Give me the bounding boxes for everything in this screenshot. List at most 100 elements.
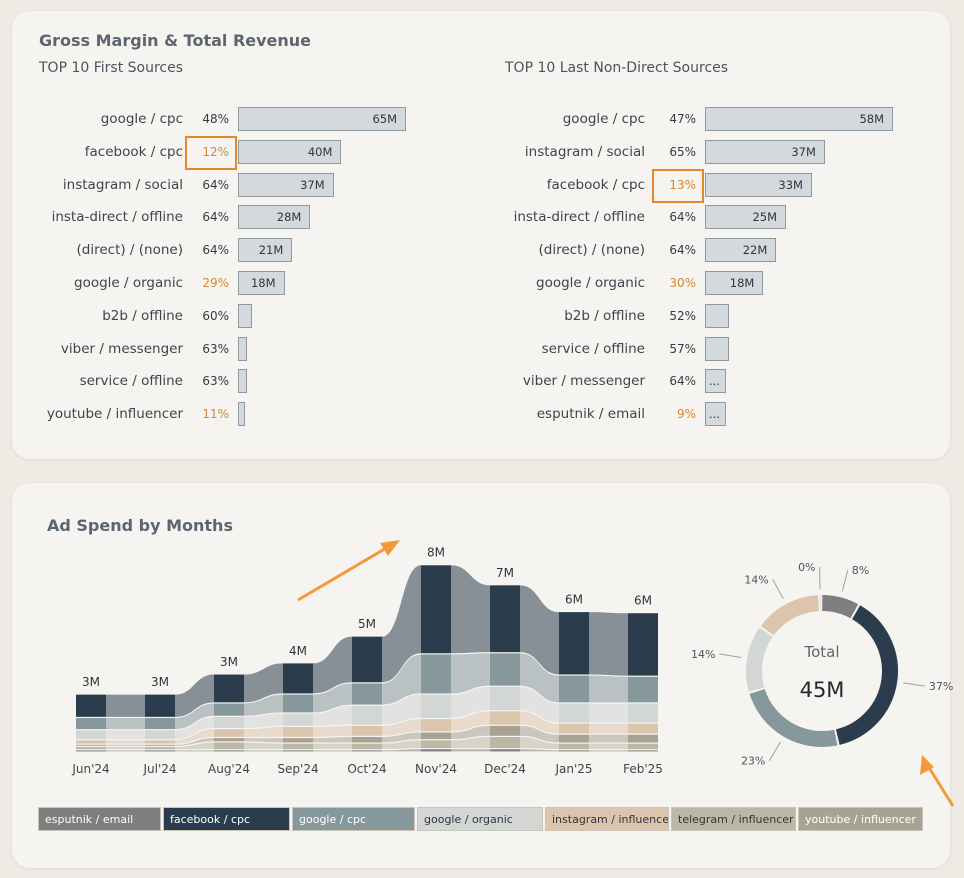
ribbon-segment[interactable] [145, 750, 175, 752]
revenue-bar[interactable] [238, 303, 253, 328]
revenue-bar[interactable]: 58M [705, 107, 893, 131]
legend-item[interactable]: youtube / influencer [798, 807, 923, 831]
legend-item[interactable]: esputnik / email [38, 807, 161, 831]
ribbon-segment[interactable] [214, 738, 244, 742]
ribbon-segment[interactable] [283, 663, 313, 694]
legend-item[interactable]: telegram / influencer [671, 807, 796, 831]
ribbon-segment[interactable] [628, 743, 658, 750]
ribbon-band [175, 674, 214, 717]
ribbon-segment[interactable] [559, 723, 589, 734]
ribbon-segment[interactable] [628, 750, 658, 752]
ribbon-segment[interactable] [145, 747, 175, 750]
ribbon-segment[interactable] [76, 750, 106, 752]
donut-slice[interactable] [749, 688, 838, 747]
ribbon-segment[interactable] [421, 719, 451, 732]
ribbon-segment[interactable] [490, 736, 520, 749]
ribbon-segment[interactable] [145, 694, 175, 717]
ribbon-segment[interactable] [490, 749, 520, 752]
revenue-bar[interactable]: 40M [238, 139, 342, 164]
donut-slice[interactable] [760, 595, 820, 636]
ribbon-segment[interactable] [628, 734, 658, 743]
revenue-bar[interactable]: 21M [238, 238, 293, 263]
ribbon-segment[interactable] [214, 742, 244, 750]
ribbon-segment[interactable] [352, 725, 382, 736]
revenue-bar[interactable]: 25M [705, 205, 787, 230]
ribbon-segment[interactable] [214, 674, 244, 703]
ribbon-segment[interactable] [283, 726, 313, 737]
revenue-bar[interactable]: 22M [705, 238, 777, 263]
ribbon-segment[interactable] [283, 713, 313, 726]
ribbon-segment[interactable] [352, 743, 382, 750]
legend-item[interactable]: google / organic [417, 807, 543, 831]
revenue-bar[interactable]: 18M [238, 271, 285, 295]
revenue-bar[interactable]: 65M [238, 107, 406, 131]
revenue-bar[interactable]: ... [705, 369, 727, 394]
legend-item[interactable]: google / cpc [292, 807, 415, 831]
ribbon-segment[interactable] [145, 740, 175, 744]
ribbon-segment[interactable] [76, 718, 106, 730]
ribbon-segment[interactable] [559, 703, 589, 723]
ribbon-segment[interactable] [421, 565, 451, 654]
ribbon-segment[interactable] [490, 711, 520, 725]
ribbon-segment[interactable] [559, 750, 589, 752]
ribbon-segment[interactable] [490, 686, 520, 711]
revenue-bar[interactable]: 37M [238, 172, 334, 197]
ribbon-segment[interactable] [421, 740, 451, 749]
ribbon-segment[interactable] [76, 740, 106, 744]
revenue-bar[interactable] [705, 336, 730, 361]
ribbon-segment[interactable] [352, 736, 382, 743]
ribbon-segment[interactable] [559, 743, 589, 750]
ribbon-segment[interactable] [628, 676, 658, 703]
ribbon-segment[interactable] [421, 749, 451, 752]
ribbon-segment[interactable] [352, 750, 382, 752]
ribbon-segment[interactable] [559, 675, 589, 703]
revenue-bar[interactable]: 18M [705, 271, 764, 295]
revenue-bar[interactable] [238, 369, 247, 394]
ribbon-segment[interactable] [214, 716, 244, 728]
donut-slice[interactable] [835, 605, 898, 745]
ribbon-segment[interactable] [559, 612, 589, 675]
ribbon-segment[interactable] [214, 729, 244, 737]
revenue-bar[interactable]: 33M [705, 172, 812, 197]
ribbon-segment[interactable] [490, 725, 520, 736]
ribbon-segment[interactable] [145, 744, 175, 746]
ribbon-segment[interactable] [628, 703, 658, 723]
ribbon-segment[interactable] [421, 694, 451, 718]
ribbon-segment[interactable] [628, 613, 658, 676]
revenue-bar[interactable] [238, 402, 246, 427]
ribbon-segment[interactable] [559, 734, 589, 743]
ribbon-segment[interactable] [283, 743, 313, 750]
ribbon-segment[interactable] [421, 732, 451, 740]
ribbon-segment[interactable] [283, 750, 313, 752]
ribbon-segment[interactable] [283, 738, 313, 743]
ribbon-segment[interactable] [145, 718, 175, 730]
ribbon-segment[interactable] [76, 747, 106, 750]
donut-slice[interactable] [821, 595, 859, 619]
month-total-label: 5M [358, 617, 376, 631]
ribbon-segment[interactable] [421, 654, 451, 694]
ribbon-segment[interactable] [628, 723, 658, 734]
ribbon-segment[interactable] [145, 730, 175, 740]
revenue-bar[interactable]: ... [705, 402, 727, 427]
ribbon-band [106, 747, 145, 750]
ribbon-segment[interactable] [283, 694, 313, 713]
ribbon-segment[interactable] [76, 730, 106, 740]
ribbon-segment[interactable] [352, 636, 382, 683]
ribbon-segment[interactable] [352, 705, 382, 725]
revenue-bar[interactable]: 28M [238, 205, 311, 230]
revenue-bar[interactable]: 37M [705, 139, 825, 164]
revenue-bar[interactable] [705, 303, 730, 328]
ribbon-segment[interactable] [214, 703, 244, 716]
legend-item[interactable]: facebook / cpc [163, 807, 290, 831]
donut-slice-label: 23% [741, 755, 765, 768]
ribbon-segment[interactable] [352, 683, 382, 705]
ribbon-segment[interactable] [76, 744, 106, 746]
ribbon-segment[interactable] [490, 653, 520, 686]
ribbon-segment[interactable] [490, 585, 520, 653]
donut-slice[interactable] [746, 627, 773, 692]
ribbon-segment[interactable] [76, 694, 106, 717]
revenue-bar[interactable] [238, 336, 247, 361]
ribbon-segment[interactable] [214, 750, 244, 752]
source-label-text: insta-direct / offline [51, 209, 183, 226]
legend-item[interactable]: instagram / influencer [545, 807, 669, 831]
